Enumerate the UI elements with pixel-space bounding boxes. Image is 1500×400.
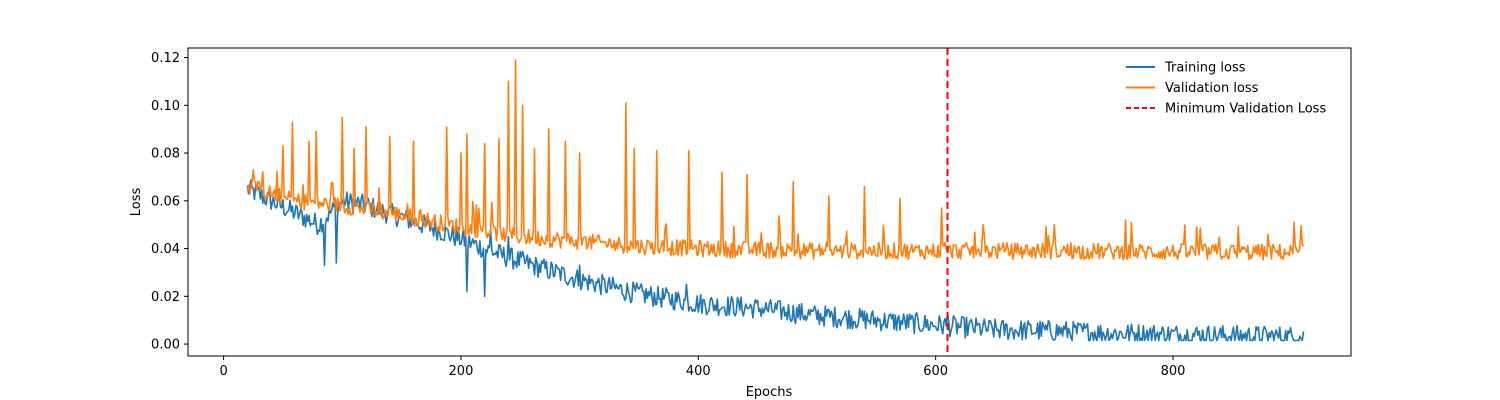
y-tick-label: 0.00 [151, 338, 180, 353]
legend-label: Validation loss [1165, 81, 1259, 96]
legend-label: Training loss [1164, 61, 1246, 76]
series-layer [246, 48, 1305, 356]
legend-label: Minimum Validation Loss [1165, 102, 1326, 117]
x-tick-label: 800 [1161, 364, 1186, 379]
plot-frame [187, 47, 1352, 357]
x-tick-label: 0 [219, 364, 227, 379]
series-line-validation-loss [246, 59, 1305, 261]
legend: Training loss Validation loss Minimum Vali… [1126, 61, 1326, 117]
y-tick-label: 0.02 [151, 290, 180, 305]
x-axis-label: Epochs [746, 385, 793, 400]
y-axis: 0.00 0.02 0.04 0.06 0.08 0.10 0.12 [151, 51, 188, 353]
y-tick-label: 0.06 [151, 194, 180, 209]
y-tick-label: 0.04 [151, 242, 180, 257]
y-tick-label: 0.08 [151, 147, 180, 162]
y-tick-label: 0.10 [151, 99, 180, 114]
y-axis-label: Loss [129, 188, 144, 217]
x-tick-label: 600 [923, 364, 948, 379]
x-tick-label: 400 [686, 364, 711, 379]
x-tick-label: 200 [449, 364, 474, 379]
x-axis: 0 200 400 600 800 [219, 356, 1185, 379]
y-tick-label: 0.12 [151, 51, 180, 66]
